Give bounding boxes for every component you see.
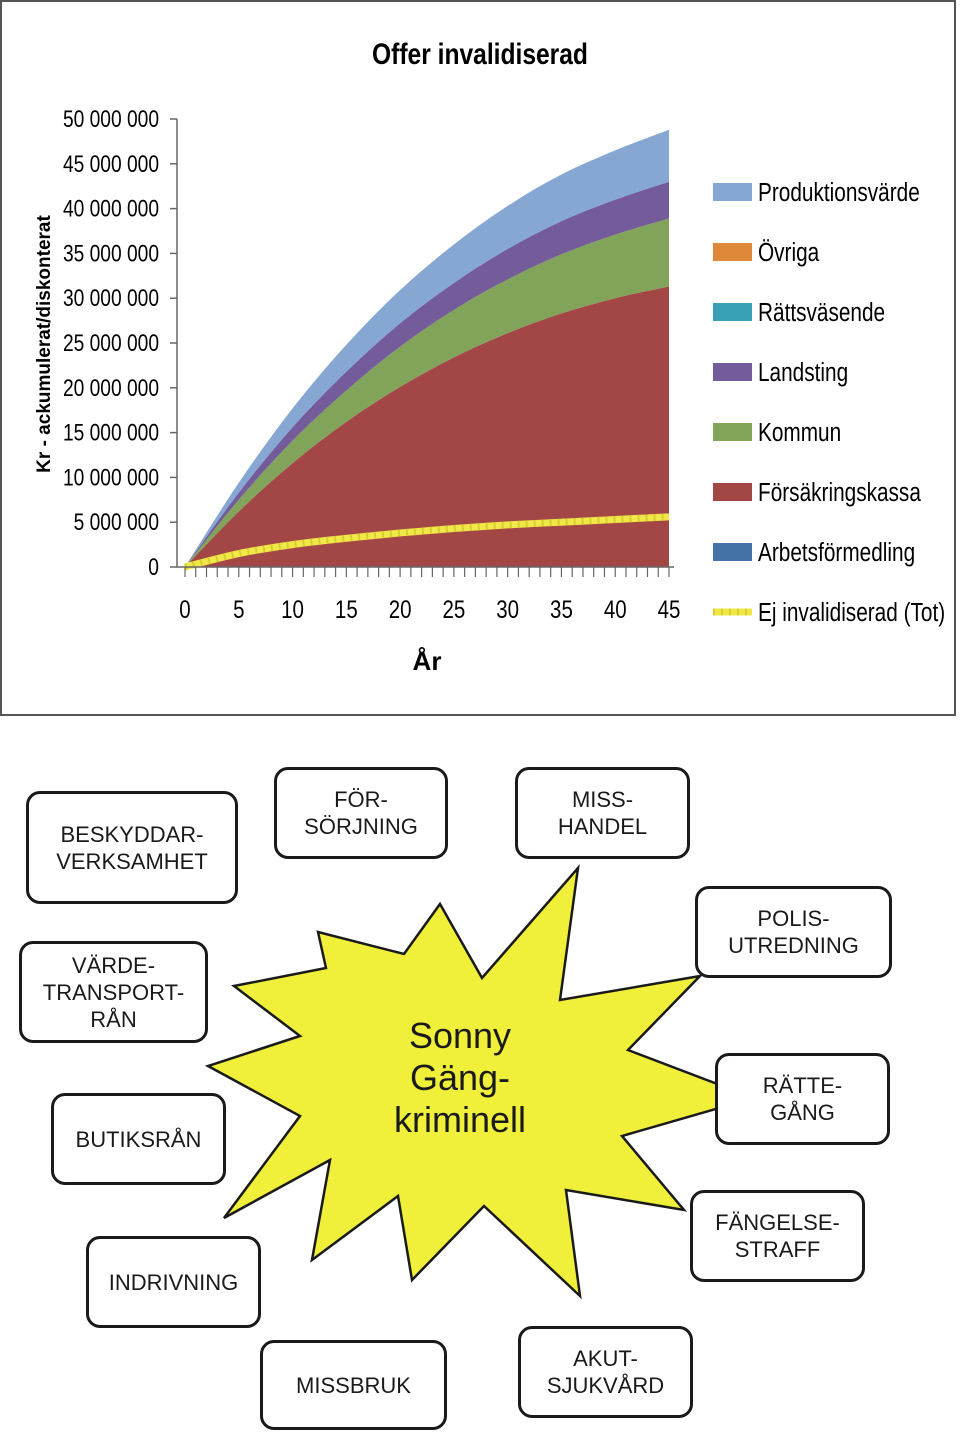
y-tick-label: 45 000 000 xyxy=(63,150,159,178)
box-beskyddarverksamhet: BESKYDDAR- VERKSAMHET xyxy=(26,791,238,904)
legend-label: Övriga xyxy=(758,238,820,267)
legend-label: Ej invalidiserad (Tot) xyxy=(758,598,945,627)
legend-swatch xyxy=(713,483,752,501)
legend-entry: Produktionsvärde xyxy=(713,178,920,207)
legend-entry: Rättsväsende xyxy=(713,298,885,327)
x-axis-label: År xyxy=(413,646,442,676)
legend-swatch xyxy=(713,423,752,441)
box-akutsjukvard: AKUT- SJUKVÅRD xyxy=(518,1326,693,1418)
x-tick-label: 25 xyxy=(442,595,465,623)
y-tick-label: 30 000 000 xyxy=(63,284,159,312)
legend-label: Kommun xyxy=(758,418,841,447)
legend-entry: Försäkringskassa xyxy=(713,478,922,507)
area-kommun xyxy=(185,218,669,567)
legend-label: Rättsväsende xyxy=(758,298,885,327)
legend-swatch xyxy=(713,183,752,201)
legend-label: Arbetsförmedling xyxy=(758,538,915,567)
legend-entry: Övriga xyxy=(713,238,820,267)
x-tick-label: 35 xyxy=(550,595,573,623)
center-label: Sonny Gäng- kriminell xyxy=(393,1015,526,1140)
y-axis-label: Kr - ackumulerat/diskonterat xyxy=(34,215,55,473)
y-tick-label: 20 000 000 xyxy=(63,374,159,402)
legend-label: Landsting xyxy=(758,358,848,387)
y-tick-label: 40 000 000 xyxy=(63,195,159,223)
area-produktionsvärde xyxy=(185,129,669,567)
x-tick-label: 20 xyxy=(389,595,412,623)
y-tick-label: 35 000 000 xyxy=(63,239,159,267)
area-försäkringskassa xyxy=(185,286,669,567)
y-tick-label: 15 000 000 xyxy=(63,419,159,447)
legend-swatch xyxy=(713,243,752,261)
legend-swatch xyxy=(713,363,752,381)
line-ej-invalidiserad xyxy=(184,513,670,571)
y-tick-label: 0 xyxy=(148,553,159,581)
box-polisutredning: POLIS- UTREDNING xyxy=(695,886,892,978)
x-tick-label: 45 xyxy=(658,595,681,623)
legend-swatch xyxy=(713,543,752,561)
x-tick-label: 0 xyxy=(179,595,190,623)
x-tick-label: 15 xyxy=(335,595,358,623)
y-tick-label: 5 000 000 xyxy=(74,508,159,536)
box-missbruk: MISSBRUK xyxy=(260,1340,447,1430)
x-tick-label: 40 xyxy=(604,595,627,623)
legend-entry: Arbetsförmedling xyxy=(713,538,915,567)
box-indrivning: INDRIVNING xyxy=(86,1236,261,1328)
y-tick-label: 50 000 000 xyxy=(63,105,159,133)
box-fangelsestraff: FÄNGELSE- STRAFF xyxy=(690,1190,865,1282)
explosion-star-shape xyxy=(204,864,758,1300)
chart-title: Offer invalidiserad xyxy=(372,37,588,71)
x-tick-label: 5 xyxy=(233,595,244,623)
area-chart: Offer invalidiserad Kr - ackumulerat/dis… xyxy=(34,37,945,676)
y-tick-label: 25 000 000 xyxy=(63,329,159,357)
x-tick-label: 10 xyxy=(281,595,304,623)
x-tick-label: 30 xyxy=(496,595,519,623)
y-tick-label: 10 000 000 xyxy=(63,463,159,491)
legend-entry: Kommun xyxy=(713,418,841,447)
star-shape-canvas xyxy=(204,864,758,1300)
crime-cost-diagram: Sonny Gäng- kriminell BESKYDDAR- VERKSAM… xyxy=(0,740,960,1435)
legend-label: Produktionsvärde xyxy=(758,178,920,207)
box-forsorjning: FÖR- SÖRJNING xyxy=(274,767,448,859)
legend-swatch xyxy=(713,303,752,321)
legend-entry: Ej invalidiserad (Tot) xyxy=(713,598,945,627)
box-misshandel: MISS- HANDEL xyxy=(515,767,690,859)
area-landsting xyxy=(185,181,669,567)
legend-label: Försäkringskassa xyxy=(758,478,922,507)
box-rattegang: RÄTTE- GÅNG xyxy=(715,1053,890,1145)
box-vardetransportran: VÄRDE- TRANSPORT- RÅN xyxy=(19,941,208,1043)
legend-entry: Landsting xyxy=(713,358,848,387)
box-butiksran: BUTIKSRÅN xyxy=(51,1093,226,1185)
chart-panel: Offer invalidiserad Kr - ackumulerat/dis… xyxy=(0,0,956,716)
